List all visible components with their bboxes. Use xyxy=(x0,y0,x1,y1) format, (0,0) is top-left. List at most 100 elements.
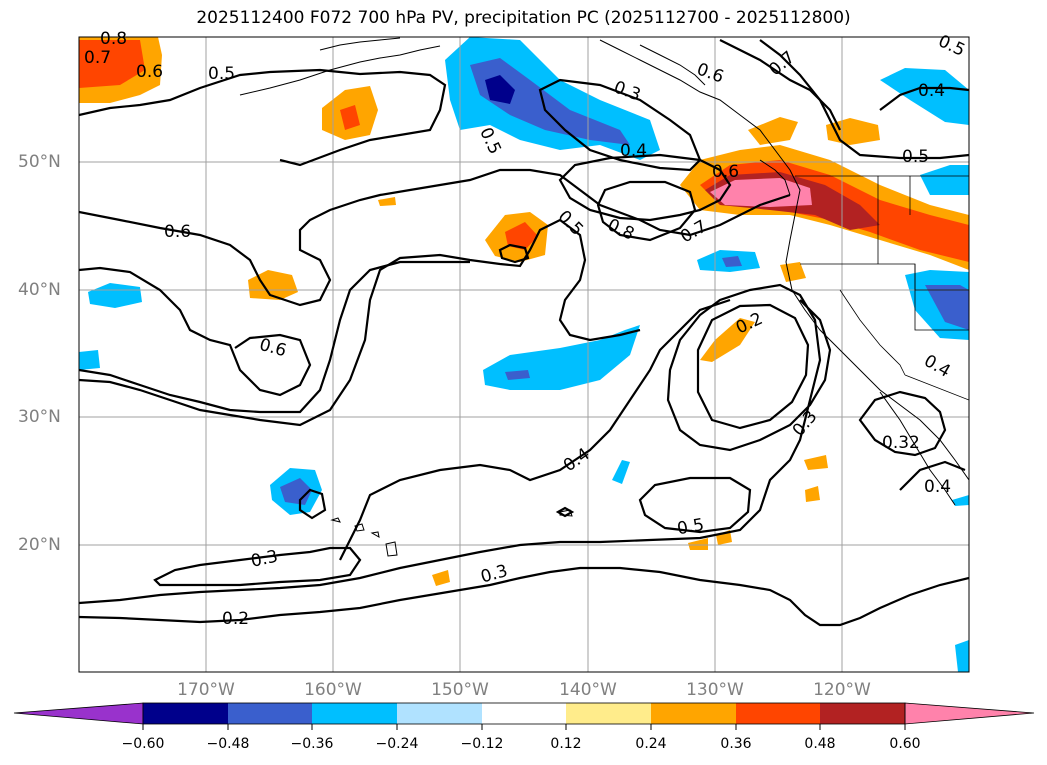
pv-contour xyxy=(79,260,470,414)
colorbar-segment xyxy=(143,703,228,724)
precip-area-positive xyxy=(700,318,755,362)
precip-area-negative xyxy=(88,283,142,308)
border-line xyxy=(904,374,969,401)
precip-area-positive xyxy=(432,570,450,586)
colorbar-extend-low xyxy=(13,702,144,725)
contour-label: 0.6 xyxy=(136,62,163,82)
contour-label: 0.3 xyxy=(789,407,822,441)
colorbar-tick-label: −0.60 xyxy=(121,736,165,752)
pv-contour xyxy=(79,566,969,627)
contour-label: 0.2 xyxy=(222,609,249,629)
precip-area-positive xyxy=(804,455,828,470)
pv-contour xyxy=(858,390,947,457)
precip-area-negative xyxy=(952,495,969,506)
pv-contour xyxy=(339,298,731,561)
pv-contour xyxy=(538,78,702,172)
pv-contour xyxy=(498,243,530,264)
contour-label: 0.32 xyxy=(882,433,920,453)
pv-contour xyxy=(79,168,791,307)
pv-contour xyxy=(79,266,312,397)
border-line xyxy=(914,264,969,331)
pv-contour xyxy=(153,546,362,587)
map-title: 2025112400 F072 700 hPa PV, precipitatio… xyxy=(196,8,851,28)
contour-label: 0.4 xyxy=(920,351,953,382)
coastline xyxy=(319,37,401,51)
precip-fill-layer xyxy=(79,37,969,672)
colorbar-tick-label: −0.36 xyxy=(290,736,334,752)
precip-area-negative xyxy=(280,478,312,505)
lon-label: 120°W xyxy=(813,680,871,700)
lon-label: 130°W xyxy=(686,680,744,700)
pv-contour xyxy=(899,460,966,491)
coastline xyxy=(239,45,441,96)
precip-area-negative xyxy=(505,370,530,380)
precip-area-positive xyxy=(378,197,396,206)
colorbar-segment xyxy=(397,703,482,724)
precip-area-negative xyxy=(612,460,630,484)
contour-label: 0.7 xyxy=(84,48,111,68)
lat-label: 50°N xyxy=(18,152,61,172)
coastline xyxy=(759,159,791,196)
pv-contour xyxy=(298,488,327,520)
pv-contours xyxy=(79,39,969,627)
colorbar-tick-label: 0.12 xyxy=(550,736,582,752)
colorbar-tick-label: 0.48 xyxy=(804,736,836,752)
contour-label: 0.3 xyxy=(249,547,280,572)
colorbar-tick-label: −0.24 xyxy=(375,736,419,752)
island xyxy=(385,541,398,557)
colorbar-segment xyxy=(820,703,905,724)
border-line xyxy=(839,289,906,376)
contour-label: 0.4 xyxy=(924,477,951,497)
colorbar xyxy=(13,702,1035,730)
contour-label: 0.5 xyxy=(554,207,587,240)
contour-label: 0.3 xyxy=(611,77,643,105)
coastline xyxy=(599,39,969,481)
precip-area-negative xyxy=(925,285,969,330)
colorbar-extend-high xyxy=(904,702,1035,725)
state-borders xyxy=(795,175,969,401)
map-border xyxy=(78,36,970,673)
colorbar-segment xyxy=(651,703,736,724)
colorbar-tick-label: −0.12 xyxy=(460,736,504,752)
colorbar-tick-label: 0.36 xyxy=(720,736,752,752)
precip-area-negative xyxy=(470,58,630,145)
precip-area-positive xyxy=(340,105,360,130)
lon-label: 140°W xyxy=(559,680,617,700)
lon-label: 160°W xyxy=(304,680,362,700)
pv-contour xyxy=(719,39,841,131)
pv-contour xyxy=(79,68,447,167)
precip-area-negative xyxy=(955,640,969,672)
colorbar-segment xyxy=(482,703,566,724)
islands xyxy=(330,509,573,557)
contour-label: 0.6 xyxy=(694,59,726,87)
island xyxy=(330,517,341,523)
contour-label: 0.5 xyxy=(208,64,235,84)
contour-label: 0.3 xyxy=(479,561,510,587)
precip-area-positive xyxy=(748,117,798,145)
precip-area-positive xyxy=(780,262,806,282)
precip-area-negative xyxy=(920,165,969,195)
precip-area-positive xyxy=(79,40,145,88)
contour-label: 0.5 xyxy=(902,147,929,167)
pv-contour xyxy=(696,303,810,430)
precip-area-positive xyxy=(826,118,880,145)
pv-contour xyxy=(596,180,697,242)
precip-area-positive xyxy=(805,486,820,502)
contour-label: 0.6 xyxy=(712,162,739,182)
colorbar-segment xyxy=(736,703,820,724)
precip-area-negative xyxy=(722,256,742,267)
contour-label: 0.4 xyxy=(620,141,647,161)
island xyxy=(370,531,380,538)
pv-contour xyxy=(79,218,641,427)
contour-label: 0.7 xyxy=(677,216,710,247)
precip-area-negative xyxy=(880,68,969,125)
lat-label: 30°N xyxy=(18,407,61,427)
lon-label: 170°W xyxy=(177,680,235,700)
pv-contour xyxy=(555,506,575,518)
pv-contour xyxy=(759,39,969,160)
contour-label: 0.6 xyxy=(257,335,288,361)
pv-contour xyxy=(879,86,969,111)
precip-area-positive xyxy=(505,222,538,250)
pv-contour xyxy=(79,283,832,605)
